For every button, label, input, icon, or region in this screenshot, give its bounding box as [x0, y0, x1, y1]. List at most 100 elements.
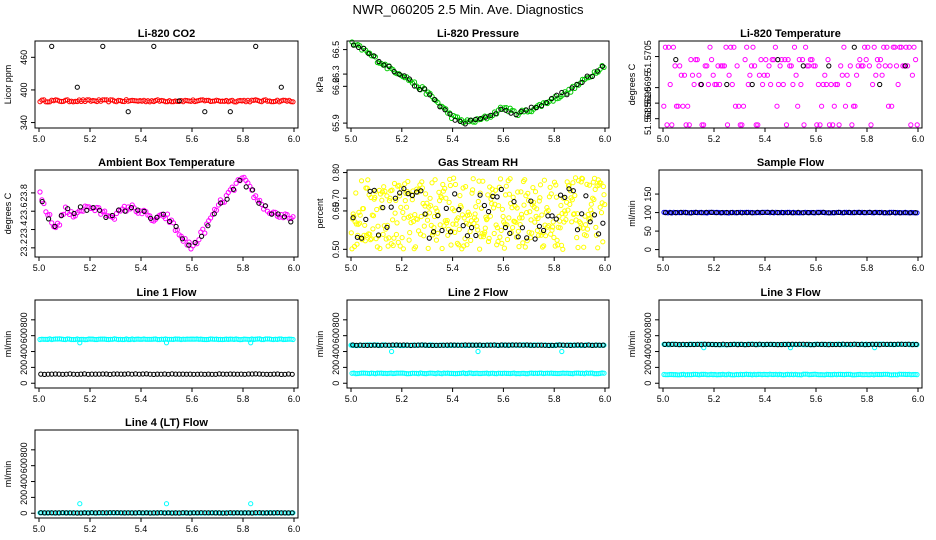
data-point [909, 72, 916, 78]
data-point [490, 190, 496, 196]
y-tick-label: 0 [643, 381, 653, 386]
data-point [548, 191, 554, 197]
data-point [162, 510, 168, 516]
data-point [102, 97, 108, 103]
x-tick-label: 6.0 [599, 263, 612, 273]
plot-frame [346, 40, 610, 129]
data-point [698, 210, 704, 216]
data-point [510, 194, 516, 200]
data-point [357, 212, 363, 218]
x-tick-label: 5.4 [135, 394, 148, 404]
data-point [202, 230, 208, 236]
data-point [497, 234, 503, 240]
data-point [357, 342, 363, 348]
x-tick-label: 5.2 [396, 134, 409, 144]
data-point [382, 188, 388, 194]
data-point [231, 371, 237, 377]
data-point [534, 228, 541, 234]
data-point [523, 107, 529, 113]
data-point [673, 341, 679, 347]
data-point [849, 122, 855, 128]
data-point [589, 342, 595, 348]
data-point [290, 214, 296, 220]
data-point [375, 223, 381, 229]
x-tick-label: 5.4 [446, 263, 459, 273]
x-tick-label: 5.2 [84, 524, 97, 534]
data-point [507, 176, 513, 182]
x-tick-label: 5.6 [497, 394, 510, 404]
data-point [451, 175, 457, 181]
x-tick-label: 6.0 [912, 394, 925, 404]
data-point [760, 81, 766, 88]
data-point [846, 209, 852, 215]
data-point [541, 227, 547, 234]
plot-frame [658, 169, 923, 258]
data-point [805, 210, 812, 216]
x-tick-label: 5.8 [548, 394, 561, 404]
data-point [567, 201, 573, 207]
data-point [173, 223, 179, 230]
data-point [288, 219, 294, 225]
data-point [689, 72, 696, 78]
data-point [497, 176, 504, 182]
data-point [753, 342, 759, 348]
data-point [564, 342, 570, 348]
data-point [703, 209, 710, 215]
data-point [519, 215, 525, 221]
data-point [480, 178, 486, 184]
data-point [468, 237, 474, 243]
data-point [680, 103, 686, 109]
data-point [558, 202, 564, 209]
data-point [749, 81, 755, 88]
data-point [836, 209, 842, 215]
data-point [211, 211, 217, 217]
panel-pressure: Li-820 Pressure kPa 5.0 5.2 5.4 5.6 5.8 6.0 66.5… [315, 28, 611, 144]
x-tick-label: 6.0 [288, 524, 301, 534]
data-point [419, 179, 425, 185]
data-point [227, 510, 233, 516]
data-point [913, 341, 919, 347]
data-point [470, 342, 476, 348]
data-point [350, 42, 357, 48]
data-point [903, 44, 909, 50]
x-tick-label: 5.6 [186, 394, 199, 404]
data-point [107, 510, 113, 516]
data-point [39, 199, 45, 205]
data-point [868, 122, 874, 128]
data-point [569, 85, 575, 91]
data-point [361, 342, 367, 348]
data-point [407, 213, 413, 219]
x-tick-label: 6.0 [599, 394, 612, 404]
data-point [767, 341, 774, 347]
data-point [685, 103, 691, 109]
x-tick-label: 5.8 [548, 134, 561, 144]
series-black [38, 510, 295, 516]
data-point [477, 246, 483, 252]
y-tick-label: 200 [19, 360, 29, 375]
data-point [705, 81, 712, 88]
data-point [820, 81, 826, 88]
data-point [498, 227, 504, 233]
data-point [525, 197, 532, 203]
x-tick-label: 5.0 [345, 263, 358, 273]
data-point [724, 209, 730, 216]
data-point [564, 92, 570, 98]
data-point [402, 198, 408, 204]
data-point [424, 200, 430, 206]
data-point [744, 210, 750, 216]
data-point [447, 111, 453, 117]
data-point [538, 103, 545, 109]
data-point [431, 229, 437, 235]
data-point [385, 243, 391, 249]
data-point [194, 510, 201, 516]
x-tick-label: 6.0 [288, 263, 301, 273]
data-point [831, 210, 837, 216]
data-point [162, 371, 168, 377]
data-point [563, 217, 569, 223]
data-point [448, 242, 454, 248]
data-point [359, 235, 365, 241]
data-point [100, 510, 106, 516]
data-point [521, 202, 527, 208]
data-point [670, 44, 677, 50]
data-point [78, 510, 84, 516]
